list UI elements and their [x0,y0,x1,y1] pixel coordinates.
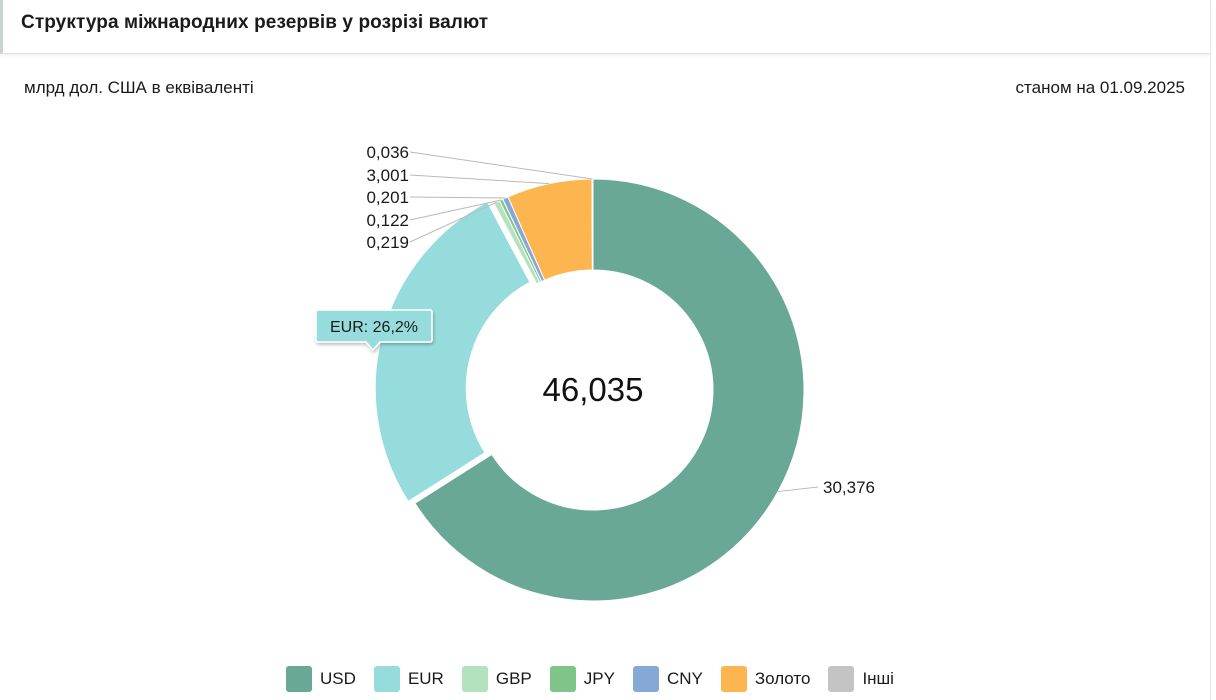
units-label: млрд дол. США в еквіваленті [24,78,254,97]
data-label-gbp: 0,219 [366,233,409,252]
data-label-інші: 0,036 [366,143,409,162]
chart-legend: USD EUR GBP JPY CNY Золото Інші [0,666,1180,692]
data-label-jpy: 0,122 [366,211,409,230]
legend-item-інші[interactable]: Інші [828,666,894,692]
data-labels: 30,376 0,219 0,122 0,201 3,001 0,036 [366,143,875,497]
legend-item-gbp[interactable]: GBP [461,666,532,692]
page-title: Структура міжнародних резервів у розрізі… [21,12,489,33]
leader-line-jpy [409,199,502,221]
legend-item-cny[interactable]: CNY [632,666,703,692]
slice-інші[interactable] [591,178,594,271]
panel-border [1210,0,1211,700]
center-total-label: 46,035 [543,371,644,408]
legend-item-золото[interactable]: Золото [720,666,811,692]
data-label-золото: 3,001 [366,166,409,185]
legend-label: USD [320,669,356,688]
data-label-usd: 30,376 [823,478,875,497]
legend-label: CNY [666,669,703,688]
date-label: станом на 01.09.2025 [1015,78,1185,97]
legend-swatch [373,666,400,692]
header-bar: Структура міжнародних резервів у розрізі… [0,0,1210,54]
donut-slices [374,178,805,602]
slice-eur[interactable] [374,201,531,503]
legend-swatch [632,666,659,692]
legend-item-jpy[interactable]: JPY [549,666,615,692]
tooltip-text: EUR: 26,2% [330,319,418,336]
leader-line-cny [409,196,506,199]
legend-label: EUR [407,669,444,688]
leader-line-інші [409,151,593,180]
legend-label: JPY [583,669,615,688]
data-label-cny: 0,201 [366,188,409,207]
legend-swatch [286,666,313,692]
legend-swatch [828,666,855,692]
label-leader-lines [409,151,819,493]
slice-usd[interactable] [414,178,805,602]
legend-label: Інші [862,669,894,688]
legend-swatch [549,666,576,692]
legend-swatch [461,666,488,692]
legend-item-usd[interactable]: USD [286,666,356,692]
leader-line-gbp [409,201,497,243]
tooltip-eur [315,309,433,352]
legend-swatch [720,666,747,692]
legend-label: Золото [754,669,811,688]
leader-line-золото [409,174,550,185]
leader-line-usd [777,486,819,493]
legend-label: GBP [495,669,532,688]
legend-item-eur[interactable]: EUR [373,666,444,692]
